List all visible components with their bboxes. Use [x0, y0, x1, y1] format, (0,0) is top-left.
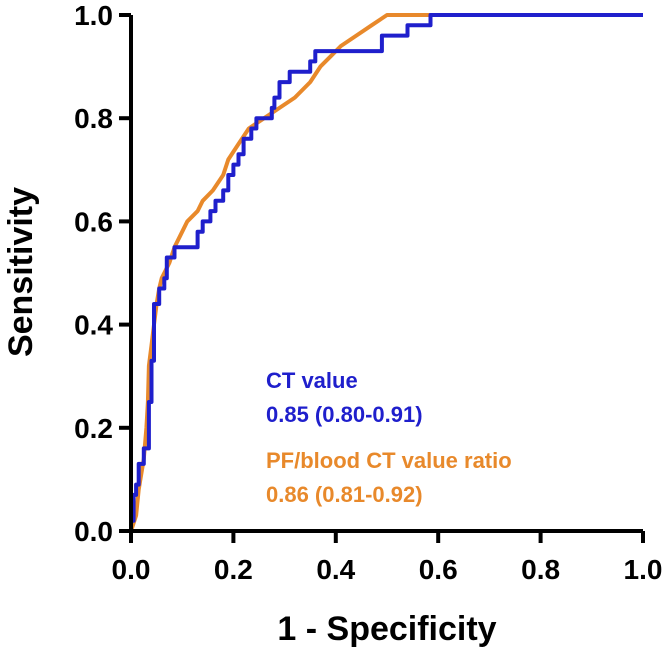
y-tick-label: 0.8 — [74, 103, 113, 134]
y-tick-label: 0.2 — [74, 413, 113, 444]
y-tick-label: 1.0 — [74, 0, 113, 31]
x-tick-label: 0.0 — [112, 554, 151, 585]
series-line-pf-blood-ct-value-ratio — [129, 13, 643, 532]
x-tick-label: 1.0 — [624, 554, 663, 585]
legend-ct-value-auc: 0.85 (0.80-0.91) — [266, 402, 423, 427]
series-line-ct-value — [129, 13, 643, 531]
legend-ratio-name: PF/blood CT value ratio — [266, 448, 512, 473]
y-axis-title: Sensitivity — [2, 187, 40, 357]
y-tick-label: 0.4 — [74, 310, 113, 341]
legend-ct-value-name: CT value — [266, 368, 358, 393]
legend: CT value 0.85 (0.80-0.91) PF/blood CT va… — [266, 368, 512, 507]
x-tick-label: 0.2 — [214, 554, 253, 585]
x-tick-label: 0.6 — [419, 554, 458, 585]
x-axis-title: 1 - Specificity — [277, 610, 496, 648]
tick-layer: 0.0 0.2 0.4 0.6 0.8 1.0 0.0 0.2 0.4 0.6 0.8 1.0 — [74, 0, 662, 585]
y-tick-label: 0.6 — [74, 206, 113, 237]
x-tick-label: 0.8 — [521, 554, 560, 585]
x-tick-label: 0.4 — [316, 554, 355, 585]
y-tick-label: 0.0 — [74, 516, 113, 547]
series-layer — [129, 13, 643, 532]
legend-ratio-auc: 0.86 (0.81-0.92) — [266, 482, 423, 507]
